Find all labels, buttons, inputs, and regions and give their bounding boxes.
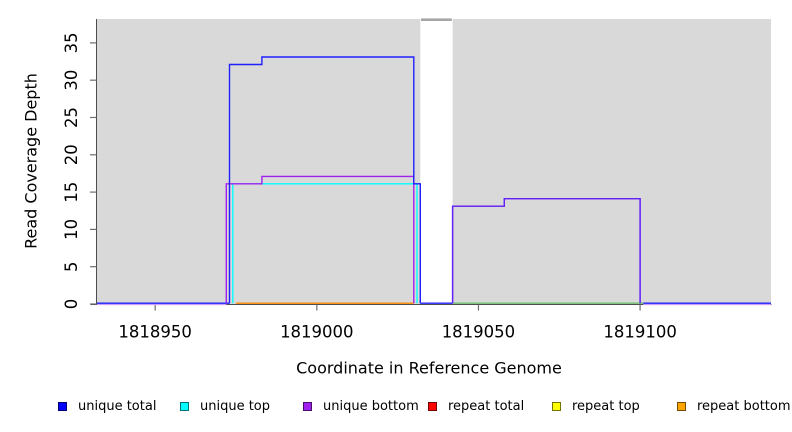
y-tick-label: 5	[62, 261, 81, 272]
y-tick-label: 15	[62, 182, 81, 203]
legend-item-unique-bottom: unique bottom	[303, 397, 419, 415]
x-tick-label: 1819050	[442, 323, 516, 342]
x-tick-label: 1819100	[603, 323, 677, 342]
legend-label-repeat-total: repeat total	[448, 398, 525, 414]
coverage-gap-band-cap	[421, 18, 452, 21]
legend-swatch-repeat-top	[552, 401, 561, 411]
y-tick-label: 30	[62, 70, 81, 91]
legend-label-repeat-top: repeat top	[572, 398, 640, 414]
legend-item-repeat-bottom: repeat bottom	[677, 397, 791, 415]
legend-swatch-unique-total	[58, 401, 67, 411]
series-unique-top	[232, 183, 418, 304]
legend-item-repeat-top: repeat top	[552, 397, 640, 415]
x-axis-title: Coordinate in Reference Genome	[296, 358, 562, 378]
y-tick-label: 0	[62, 299, 81, 310]
legend-item-unique-total: unique total	[58, 397, 156, 415]
series-unique-bottom-right-overlay	[451, 197, 641, 304]
y-tick-label: 10	[62, 219, 81, 240]
legend-swatch-repeat-bottom	[677, 401, 686, 411]
x-tick-label: 1819000	[280, 323, 354, 342]
legend-swatch-repeat-total	[428, 401, 437, 411]
legend-item-repeat-total: repeat total	[428, 397, 524, 415]
series-unique-bottom	[225, 175, 415, 304]
y-tick-label: 35	[62, 32, 81, 53]
y-tick-label: 20	[62, 144, 81, 165]
y-tick-label: 25	[62, 107, 81, 128]
legend: unique total unique top unique bottom repea…	[0, 397, 792, 419]
x-tick-label: 1818950	[118, 323, 192, 342]
legend-swatch-unique-bottom	[303, 401, 312, 411]
legend-label-unique-top: unique top	[200, 398, 271, 414]
legend-label-repeat-bottom: repeat bottom	[697, 398, 791, 414]
series-unique-total-left	[228, 56, 421, 304]
legend-label-unique-bottom: unique bottom	[323, 398, 419, 414]
coverage-gap-band	[420, 19, 453, 304]
legend-swatch-unique-top	[180, 401, 189, 411]
legend-label-unique-total: unique total	[78, 398, 157, 414]
y-axis-title: Read Coverage Depth	[21, 73, 41, 249]
legend-item-unique-top: unique top	[180, 397, 270, 415]
